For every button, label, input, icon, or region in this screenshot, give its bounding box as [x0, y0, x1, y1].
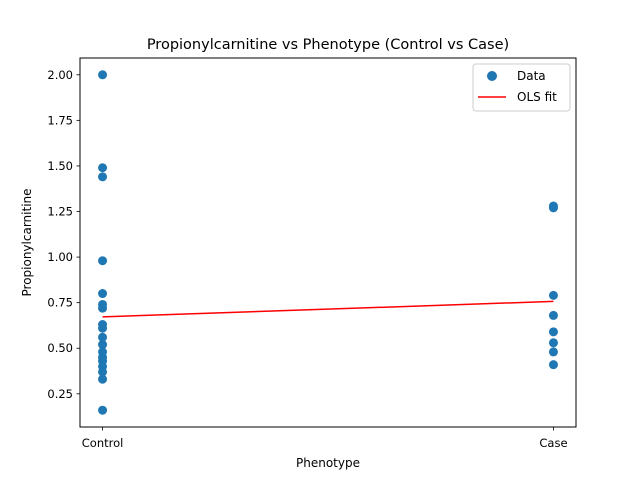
- y-axis-label: Propionylcarnitine: [20, 188, 34, 296]
- data-point: [98, 323, 108, 333]
- y-axis: 0.25 0.50 0.75 1.00 1.25 1.50 1.75 2.00: [47, 68, 80, 401]
- ols-fit-line: [102, 300, 554, 318]
- data-point: [98, 374, 108, 384]
- data-point: [98, 332, 108, 342]
- data-point: [548, 203, 558, 213]
- data-point: [548, 327, 558, 337]
- legend: Data OLS fit: [472, 63, 571, 112]
- y-tick-label: 1.00: [47, 250, 73, 264]
- x-axis: Control Case: [82, 427, 568, 450]
- data-points-layer: [98, 70, 558, 415]
- data-point: [548, 347, 558, 357]
- data-point: [98, 172, 108, 182]
- x-tick-label: Case: [539, 436, 567, 450]
- chart-title: Propionylcarnitine vs Phenotype (Control…: [147, 37, 509, 53]
- x-tick-label: Control: [82, 436, 124, 450]
- plot-area: [79, 57, 577, 428]
- data-point: [548, 310, 558, 320]
- y-tick-label: 0.75: [47, 296, 73, 310]
- fit-line-layer: [102, 300, 554, 318]
- data-point: [548, 338, 558, 348]
- data-point: [98, 163, 108, 173]
- y-tick-label: 1.75: [47, 113, 73, 127]
- data-point: [98, 367, 108, 377]
- data-point: [548, 360, 558, 370]
- legend-label-data: Data: [517, 69, 546, 83]
- x-axis-label: Phenotype: [296, 456, 360, 470]
- legend-label-ols-fit: OLS fit: [517, 90, 557, 104]
- data-point: [98, 340, 108, 350]
- legend-data-marker: [487, 71, 497, 81]
- y-tick-label: 1.25: [47, 205, 73, 219]
- y-tick-label: 2.00: [47, 68, 73, 82]
- data-point: [548, 290, 558, 300]
- data-point: [98, 70, 108, 80]
- y-tick-label: 1.50: [47, 159, 73, 173]
- data-point: [98, 289, 108, 299]
- y-tick-label: 0.25: [47, 387, 73, 401]
- y-tick-label: 0.50: [47, 341, 73, 355]
- legend-box: [472, 63, 571, 112]
- data-point: [98, 303, 108, 313]
- data-point: [98, 256, 108, 266]
- data-point: [98, 405, 108, 415]
